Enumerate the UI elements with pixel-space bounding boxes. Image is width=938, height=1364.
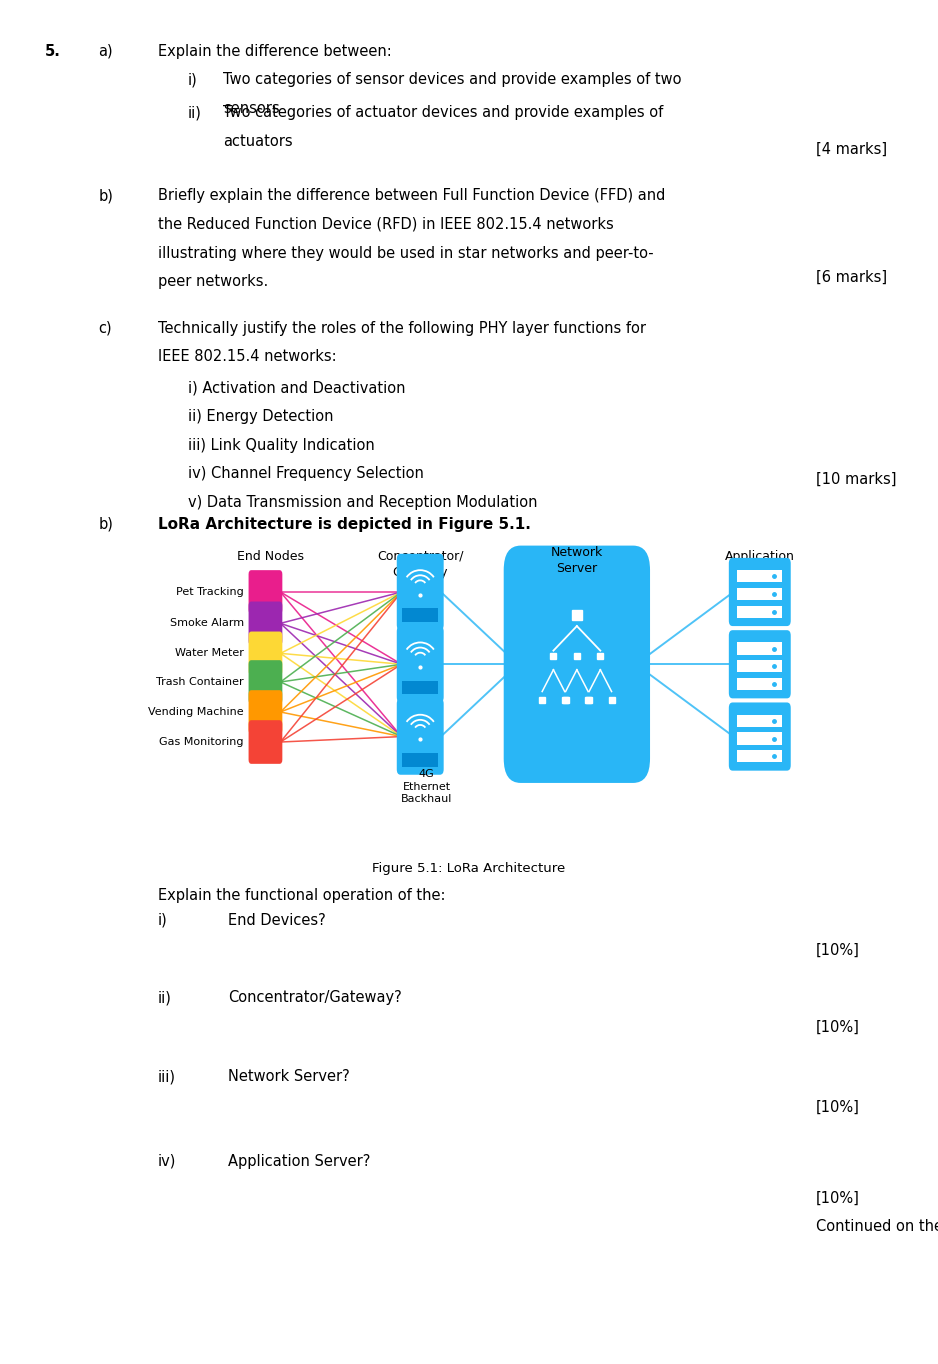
FancyBboxPatch shape: [249, 632, 282, 675]
Text: 5.: 5.: [45, 44, 61, 59]
Text: b): b): [98, 517, 113, 532]
Text: Trash Container: Trash Container: [157, 677, 244, 687]
Text: [4 marks]: [4 marks]: [816, 142, 887, 157]
Bar: [737, 660, 782, 672]
Bar: [737, 732, 782, 745]
Text: Explain the functional operation of the:: Explain the functional operation of the:: [158, 888, 446, 903]
Text: IEEE 802.15.4 networks:: IEEE 802.15.4 networks:: [158, 349, 336, 364]
Text: Network Server?: Network Server?: [228, 1069, 350, 1084]
Text: iii): iii): [158, 1069, 175, 1084]
Text: i): i): [158, 913, 167, 928]
Bar: [737, 750, 782, 762]
Text: i): i): [188, 72, 197, 87]
Text: [10 marks]: [10 marks]: [816, 472, 897, 487]
Text: iv): iv): [158, 1154, 176, 1169]
Text: ii): ii): [188, 105, 202, 120]
Text: Concentrator/Gateway?: Concentrator/Gateway?: [228, 990, 401, 1005]
Text: Explain the difference between:: Explain the difference between:: [158, 44, 391, 59]
Text: b): b): [98, 188, 113, 203]
FancyBboxPatch shape: [729, 630, 791, 698]
FancyBboxPatch shape: [729, 702, 791, 771]
Text: i) Activation and Deactivation: i) Activation and Deactivation: [188, 381, 405, 396]
Text: Continued on the next page: Continued on the next page: [816, 1219, 938, 1234]
Text: Concentrator/
Gateway: Concentrator/ Gateway: [377, 550, 463, 578]
Text: a): a): [98, 44, 113, 59]
Text: 4G
Ethernet
Backhaul: 4G Ethernet Backhaul: [401, 769, 452, 805]
Text: Technically justify the roles of the following PHY layer functions for: Technically justify the roles of the fol…: [158, 321, 645, 336]
Text: [10%]: [10%]: [816, 1191, 860, 1206]
FancyBboxPatch shape: [249, 720, 282, 764]
Text: Application
Server: Application Server: [725, 550, 794, 578]
Text: [10%]: [10%]: [816, 1099, 860, 1114]
Text: sensors: sensors: [223, 101, 280, 116]
Text: Two categories of sensor devices and provide examples of two: Two categories of sensor devices and pro…: [223, 72, 682, 87]
Text: Application Server?: Application Server?: [228, 1154, 371, 1169]
Text: End Nodes: End Nodes: [236, 550, 304, 563]
Text: peer networks.: peer networks.: [158, 274, 268, 289]
Text: Water Meter: Water Meter: [175, 648, 244, 659]
Text: Two categories of actuator devices and provide examples of: Two categories of actuator devices and p…: [223, 105, 663, 120]
FancyBboxPatch shape: [397, 698, 444, 775]
Text: Briefly explain the difference between Full Function Device (FFD) and: Briefly explain the difference between F…: [158, 188, 665, 203]
Text: iv) Channel Frequency Selection: iv) Channel Frequency Selection: [188, 466, 423, 481]
Bar: [737, 678, 782, 690]
Text: c): c): [98, 321, 113, 336]
Text: iii) Link Quality Indication: iii) Link Quality Indication: [188, 438, 374, 453]
FancyBboxPatch shape: [729, 558, 791, 626]
FancyBboxPatch shape: [249, 660, 282, 704]
Text: Network
Server: Network Server: [551, 546, 603, 574]
FancyBboxPatch shape: [249, 690, 282, 734]
Text: LoRa Architecture is depicted in Figure 5.1.: LoRa Architecture is depicted in Figure …: [158, 517, 531, 532]
Text: End Devices?: End Devices?: [228, 913, 325, 928]
FancyBboxPatch shape: [249, 570, 282, 614]
Text: ii): ii): [158, 990, 172, 1005]
FancyBboxPatch shape: [249, 602, 282, 645]
Bar: [737, 642, 782, 655]
Text: Figure 5.1: LoRa Architecture: Figure 5.1: LoRa Architecture: [372, 862, 566, 876]
Bar: [402, 608, 438, 622]
Text: illustrating where they would be used in star networks and peer-to-: illustrating where they would be used in…: [158, 246, 653, 261]
Text: ii) Energy Detection: ii) Energy Detection: [188, 409, 333, 424]
Text: Gas Monitoring: Gas Monitoring: [159, 737, 244, 747]
FancyBboxPatch shape: [397, 554, 444, 630]
Text: v) Data Transmission and Reception Modulation: v) Data Transmission and Reception Modul…: [188, 495, 537, 510]
Text: [10%]: [10%]: [816, 943, 860, 958]
Text: [10%]: [10%]: [816, 1020, 860, 1035]
Text: Vending Machine: Vending Machine: [148, 707, 244, 717]
Text: [6 marks]: [6 marks]: [816, 270, 887, 285]
Bar: [402, 681, 438, 694]
Text: actuators: actuators: [223, 134, 293, 149]
Bar: [737, 715, 782, 727]
Bar: [402, 753, 438, 767]
Text: Pet Tracking: Pet Tracking: [176, 587, 244, 597]
Bar: [737, 606, 782, 618]
Text: the Reduced Function Device (RFD) in IEEE 802.15.4 networks: the Reduced Function Device (RFD) in IEE…: [158, 217, 613, 232]
Bar: [737, 570, 782, 582]
FancyBboxPatch shape: [397, 626, 444, 702]
Bar: [737, 588, 782, 600]
FancyBboxPatch shape: [504, 546, 650, 783]
Text: Smoke Alarm: Smoke Alarm: [170, 618, 244, 629]
